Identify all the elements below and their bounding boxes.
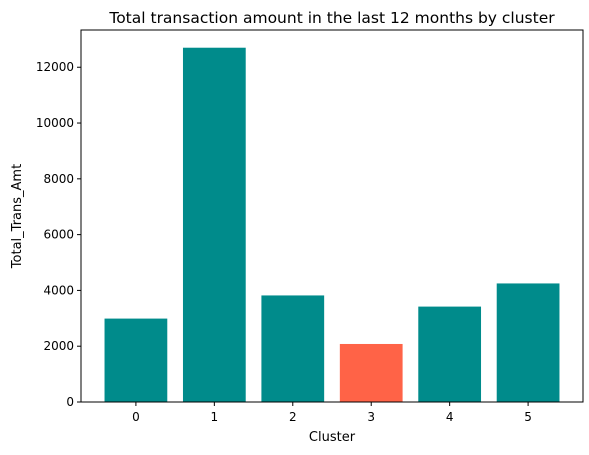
y-ticks: 0 2000 4000 6000 8000 10000 12000 (36, 60, 81, 409)
bar-cluster-0 (104, 318, 168, 402)
x-tick-label: 2 (289, 410, 297, 424)
bar-cluster-1 (182, 47, 246, 402)
bar-cluster-5 (496, 283, 560, 402)
x-tick-label: 1 (211, 410, 219, 424)
bars-layer (104, 47, 560, 402)
y-tick-label: 8000 (43, 172, 74, 186)
x-tick-label: 0 (132, 410, 140, 424)
y-tick-label: 2000 (43, 339, 74, 353)
y-tick-label: 6000 (43, 228, 74, 242)
bar-cluster-4 (418, 306, 482, 402)
chart-title: Total transaction amount in the last 12 … (108, 9, 555, 27)
y-tick-label: 0 (66, 395, 74, 409)
x-axis-label: Cluster (309, 430, 356, 445)
y-tick-label: 10000 (36, 116, 74, 130)
bar-cluster-3 (339, 343, 403, 402)
y-axis-label: Total_Trans_Amt (10, 164, 25, 269)
x-ticks: 0 1 2 3 4 5 (132, 402, 532, 424)
y-tick-label: 4000 (43, 283, 74, 297)
y-tick-label: 12000 (36, 60, 74, 74)
plot-frame (80, 29, 584, 403)
x-tick-label: 4 (446, 410, 454, 424)
bar-cluster-2 (261, 295, 325, 402)
x-tick-label: 5 (524, 410, 532, 424)
x-tick-label: 3 (367, 410, 375, 424)
